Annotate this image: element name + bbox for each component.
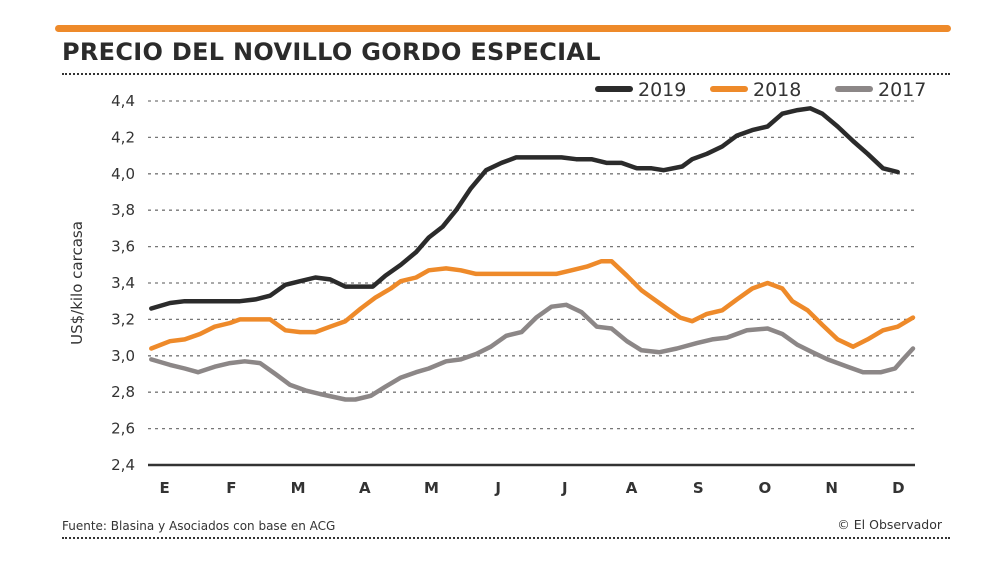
series-line-2017 bbox=[149, 302, 916, 402]
y-tick-label: 4,0 bbox=[111, 165, 135, 183]
title-divider bbox=[62, 73, 950, 75]
x-tick-label: M bbox=[291, 479, 306, 497]
x-tick-label: E bbox=[160, 479, 170, 497]
y-tick-label: 3,8 bbox=[111, 201, 135, 219]
y-tick-label: 3,4 bbox=[111, 274, 135, 292]
x-tick-label: O bbox=[759, 479, 772, 497]
y-tick-label: 2,6 bbox=[111, 420, 135, 438]
y-tick-label: 3,0 bbox=[111, 347, 135, 365]
x-tick-label: A bbox=[626, 479, 638, 497]
y-tick-label: 3,2 bbox=[111, 310, 135, 328]
legend-label-2017: 2017 bbox=[878, 79, 926, 101]
y-tick-label: 3,6 bbox=[111, 238, 135, 256]
series-line-2018 bbox=[149, 258, 916, 351]
credit: © El Observador bbox=[837, 517, 942, 532]
y-tick-label: 2,8 bbox=[111, 383, 135, 401]
source-note: Fuente: Blasina y Asociados con base en … bbox=[62, 519, 336, 533]
x-tick-label: J bbox=[561, 479, 568, 497]
y-tick-label: 2,4 bbox=[111, 456, 135, 474]
series-line-2019 bbox=[149, 106, 900, 311]
x-tick-label: D bbox=[892, 479, 904, 497]
x-tick-label: F bbox=[226, 479, 236, 497]
accent-bar bbox=[55, 25, 951, 32]
x-tick-label: M bbox=[424, 479, 439, 497]
y-tick-label: 4,4 bbox=[111, 92, 135, 110]
x-tick-label: J bbox=[494, 479, 501, 497]
footer-divider bbox=[62, 537, 950, 539]
x-tick-label: N bbox=[825, 479, 838, 497]
legend-label-2019: 2019 bbox=[638, 79, 686, 101]
y-tick-label: 4,2 bbox=[111, 128, 135, 146]
chart-title: PRECIO DEL NOVILLO GORDO ESPECIAL bbox=[62, 38, 601, 66]
y-axis-label: US$/kilo carcasa bbox=[68, 221, 86, 345]
x-tick-label: S bbox=[693, 479, 704, 497]
legend-label-2018: 2018 bbox=[753, 79, 801, 101]
x-tick-label: A bbox=[359, 479, 371, 497]
